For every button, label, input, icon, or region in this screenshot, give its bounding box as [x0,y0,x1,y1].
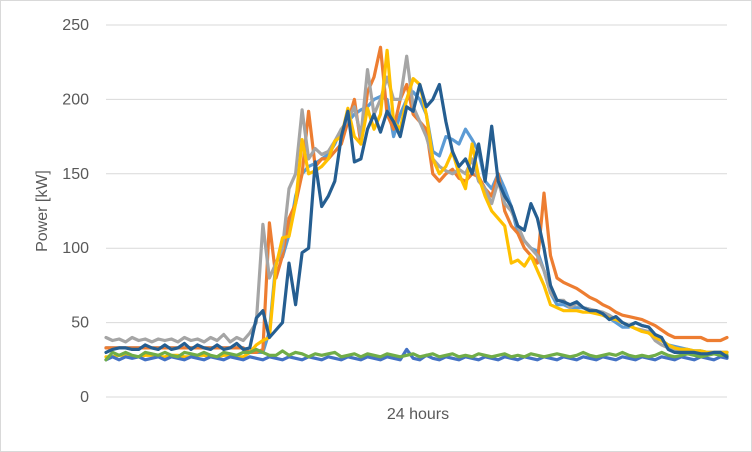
x-axis-title: 24 hours [387,406,449,423]
y-tick-label: 150 [62,166,89,183]
series-line-7 [104,82,729,359]
series-line-6 [104,347,729,362]
y-axis-title: Power [kW] [34,170,51,252]
y-tick-label: 200 [62,91,89,108]
data-series [104,45,729,362]
y-tick-label: 0 [80,389,89,406]
y-tick-label: 100 [62,240,89,257]
y-axis-tick-labels: 0 50 100 150 200 250 [62,17,89,406]
series-line-5 [104,347,729,362]
series-line-1 [104,90,729,354]
y-tick-label: 50 [71,315,89,332]
y-tick-label: 250 [62,17,89,34]
